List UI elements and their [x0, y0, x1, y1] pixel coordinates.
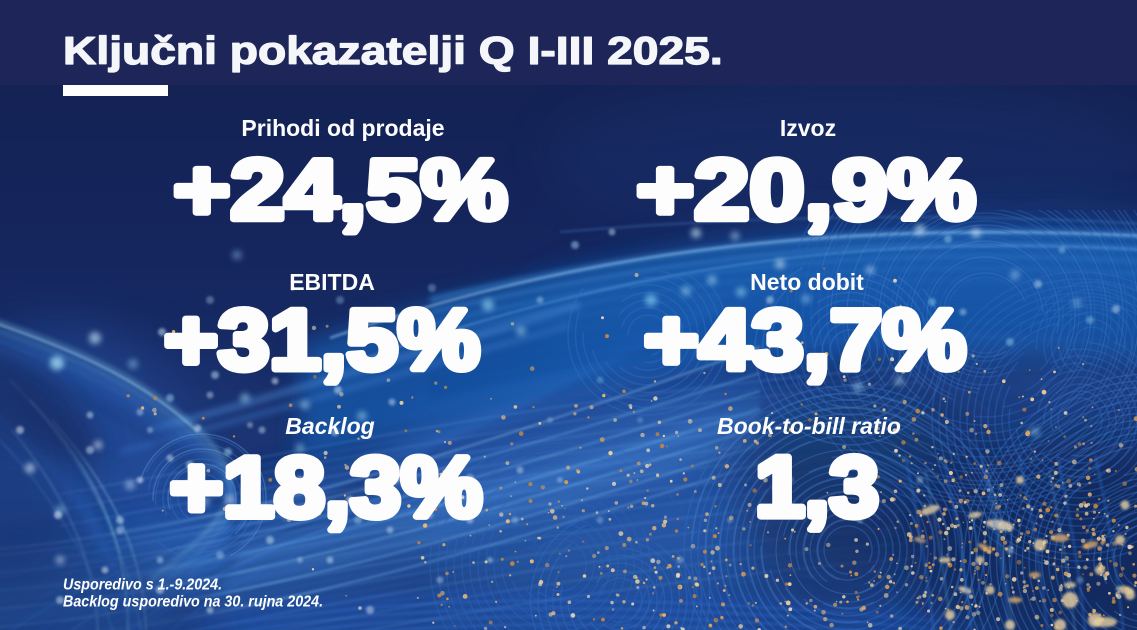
svg-text:+43,7%: +43,7%: [644, 293, 966, 388]
svg-text:1,3: 1,3: [755, 440, 879, 535]
svg-text:Backlog: Backlog: [285, 413, 374, 439]
svg-text:EBITDA: EBITDA: [289, 269, 375, 295]
svg-text:Book-to-bill ratio: Book-to-bill ratio: [717, 413, 901, 439]
svg-text:Izvoz: Izvoz: [780, 115, 836, 141]
svg-text:Backlog usporedivo na 30. rujn: Backlog usporedivo na 30. rujna 2024.: [63, 593, 323, 611]
svg-text:Ključni pokazatelji Q I-III 20: Ključni pokazatelji Q I-III 2025.: [63, 31, 723, 74]
svg-text:Usporedivo s 1.-9.2024.: Usporedivo s 1.-9.2024.: [63, 576, 222, 594]
svg-text:+20,9%: +20,9%: [636, 142, 976, 238]
svg-text:+31,5%: +31,5%: [164, 292, 480, 387]
svg-text:Prihodi od prodaje: Prihodi od prodaje: [241, 115, 444, 141]
svg-text:+24,5%: +24,5%: [173, 143, 507, 238]
svg-text:+18,3%: +18,3%: [170, 439, 482, 534]
svg-text:Neto dobit: Neto dobit: [750, 269, 864, 295]
